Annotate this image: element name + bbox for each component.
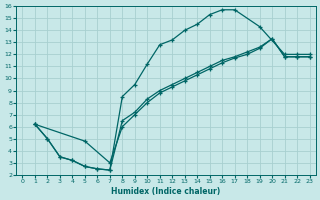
X-axis label: Humidex (Indice chaleur): Humidex (Indice chaleur) [111,187,221,196]
